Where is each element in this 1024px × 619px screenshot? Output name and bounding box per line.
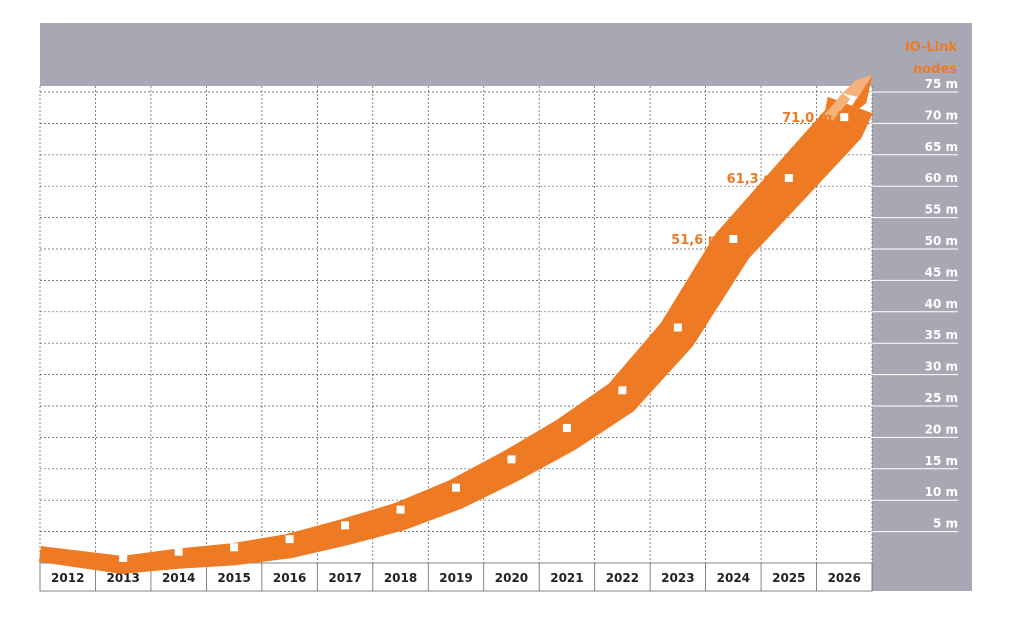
grid — [39, 86, 873, 563]
x-tick-label: 2025 — [772, 571, 805, 585]
y-axis: 5 m 10 m 15 m 20 m 25 m 30 m 35 m 40 m 45 m 50 m 5… — [872, 77, 958, 533]
y-tick-label: 60 m — [925, 171, 958, 185]
arrowhead-highlight — [842, 75, 873, 98]
y-tick-label: 50 m — [925, 234, 958, 248]
x-axis: 2012 2013 2014 2015 2016 2017 2018 2019 2020 2021… — [51, 563, 861, 591]
data-label: 71,0 m — [782, 111, 832, 126]
x-tick-label: 2022 — [606, 571, 639, 585]
y-tick-label: 20 m — [925, 422, 958, 436]
y-tick-label: 65 m — [925, 140, 958, 154]
y-tick-label: 25 m — [925, 391, 958, 405]
data-point — [507, 455, 516, 464]
y-tick-label: 75 m — [925, 77, 958, 91]
y-tick-label: 70 m — [925, 108, 958, 122]
x-tick-label: 2015 — [217, 571, 250, 585]
data-point — [230, 543, 239, 552]
x-tick-label: 2018 — [384, 571, 417, 585]
data-point — [285, 535, 294, 544]
x-tick-label: 2020 — [495, 571, 528, 585]
data-point — [341, 521, 350, 530]
x-tick-label: 2014 — [162, 571, 195, 585]
y-tick-label: 45 m — [925, 265, 958, 279]
x-tick-label: 2021 — [550, 571, 583, 585]
y-tick-label: 30 m — [925, 360, 958, 374]
y-axis-panel — [872, 86, 972, 591]
y-tick-label: 15 m — [925, 454, 958, 468]
arrowhead-highlight — [822, 93, 851, 122]
y-tick-label: 35 m — [925, 328, 958, 342]
x-tick-label: 2023 — [661, 571, 694, 585]
y-axis-label-line-2: nodes — [913, 62, 957, 77]
data-point — [618, 386, 627, 395]
x-tick-label: 2016 — [273, 571, 306, 585]
data-point — [174, 547, 183, 556]
data-point — [119, 553, 128, 562]
y-axis-label-line-1: IO-Link — [905, 40, 958, 55]
x-tick-label: 2012 — [51, 571, 84, 585]
data-point — [727, 232, 740, 245]
arrow-band — [38, 96, 873, 575]
y-tick-label: 5 m — [933, 517, 958, 531]
top-band — [40, 23, 972, 86]
x-tick-label: 2013 — [106, 571, 139, 585]
data-point — [782, 172, 795, 185]
x-tick-label: 2017 — [328, 571, 361, 585]
data-point — [562, 423, 571, 432]
data-point — [838, 111, 851, 124]
y-tick-label: 10 m — [925, 485, 958, 499]
x-tick-label: 2019 — [439, 571, 472, 585]
x-tick-label: 2026 — [828, 571, 861, 585]
data-label: 51,6 m — [671, 233, 721, 248]
data-point — [396, 505, 405, 514]
data-label: 61,3 m — [727, 172, 777, 187]
y-tick-label: 55 m — [925, 203, 958, 217]
data-markers — [119, 111, 851, 562]
x-tick-label: 2024 — [717, 571, 750, 585]
annotations: 51,6 m 61,3 m 71,0 m — [671, 111, 832, 248]
y-tick-label: 40 m — [925, 297, 958, 311]
data-point — [673, 323, 682, 332]
data-point — [452, 483, 460, 492]
